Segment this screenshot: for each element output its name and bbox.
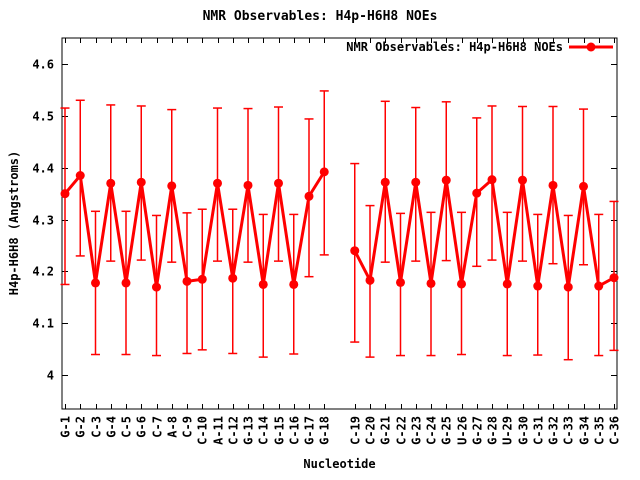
axis-border [61,37,618,410]
x-tick-label: C-16 [288,416,302,445]
data-point [472,188,482,198]
data-point [106,178,116,188]
x-tick-label: G-32 [547,416,561,445]
y-tick-label: 4.3 [32,214,54,228]
x-tick-label: C-5 [120,416,134,438]
data-point [350,246,360,256]
data-point [197,274,207,284]
x-tick-label: G-21 [379,416,393,445]
y-ticks: 4 4.1 4.2 4.3 4.4 4.5 4.6 [32,58,617,383]
data-point [60,189,70,199]
data-point [411,177,421,187]
x-tick-label: G-34 [578,416,592,445]
data-point [274,178,283,188]
x-tick-label: G-25 [440,416,454,445]
data-point [457,279,466,289]
data-point [426,278,436,288]
legend: NMR Observables: H4p-H6H8 NOEs [346,40,613,54]
x-tick-label: G-30 [517,416,531,445]
data-point [182,276,192,286]
x-tick-label: C-36 [608,416,622,445]
data-point [441,175,451,185]
data-point [167,181,177,191]
x-tick-label: G-13 [242,416,256,445]
data-point [75,171,85,181]
data-point [502,279,512,289]
data-point [258,279,268,289]
x-tick-label: C-14 [257,416,271,445]
x-tick-label: C-3 [90,416,104,438]
chart-title: NMR Observables: H4p-H6H8 NOEs [202,9,438,24]
x-tick-label: C-31 [532,416,546,445]
y-tick-label: 4.6 [32,58,54,72]
data-point [548,180,558,190]
data-point [121,278,131,288]
data-point [319,167,329,177]
x-tick-label: G-4 [105,416,119,438]
data-points [60,167,619,292]
x-tick-label: C-7 [151,416,165,438]
x-tick-label: U-29 [501,416,515,445]
data-point [563,282,573,292]
data-point [289,279,299,289]
x-tick-label: C-20 [364,416,378,445]
data-point [487,175,497,185]
x-tick-label: G-2 [74,416,88,438]
x-tick-label: G-17 [303,416,317,445]
x-tick-label: C-10 [196,416,210,445]
data-point [136,177,146,187]
data-point [609,273,619,283]
data-point [396,277,405,287]
data-line [63,171,615,289]
data-point [152,282,161,292]
y-tick-label: 4.5 [32,110,54,124]
x-tick-label: C-33 [562,416,576,445]
x-ticks: G-1 G-2 C-3 G-4 C-5 G-6 C-7 A-8 C-9 C-10 A-11 C-12 G… [59,38,622,445]
data-point [533,281,543,291]
y-tick-label: 4.4 [32,162,54,176]
data-point [243,180,253,190]
x-tick-label: C-9 [181,416,195,438]
x-tick-label: C-12 [227,416,241,445]
y-tick-label: 4 [47,369,54,383]
error-bars [60,90,619,361]
y-tick-label: 4.2 [32,265,54,279]
x-tick-label: G-28 [486,416,500,445]
data-point [518,175,527,185]
x-tick-label: C-35 [593,416,607,445]
data-point [213,178,222,188]
data-point [91,278,100,288]
data-point [380,177,390,187]
x-tick-label: C-24 [425,416,439,445]
x-tick-label: C-19 [349,416,363,445]
x-tick-label: A-8 [166,416,180,438]
x-tick-label: U-26 [456,416,470,445]
x-tick-label: G-6 [135,416,149,438]
x-tick-label: G-1 [59,416,73,438]
x-tick-label: A-11 [212,416,226,445]
x-tick-label: G-23 [410,416,424,445]
x-tick-label: C-22 [395,416,409,445]
x-tick-label: G-18 [318,416,332,445]
data-point [579,181,588,191]
x-tick-label: G-27 [471,416,485,445]
data-point [365,275,375,285]
x-tick-label: G-15 [273,416,287,445]
legend-label: NMR Observables: H4p-H6H8 NOEs [346,40,563,54]
data-point [228,273,238,283]
data-point [304,191,314,201]
y-tick-label: 4.1 [32,317,54,331]
data-point [594,281,604,291]
x-axis-label: Nucleotide [303,457,376,471]
legend-marker [586,42,596,52]
